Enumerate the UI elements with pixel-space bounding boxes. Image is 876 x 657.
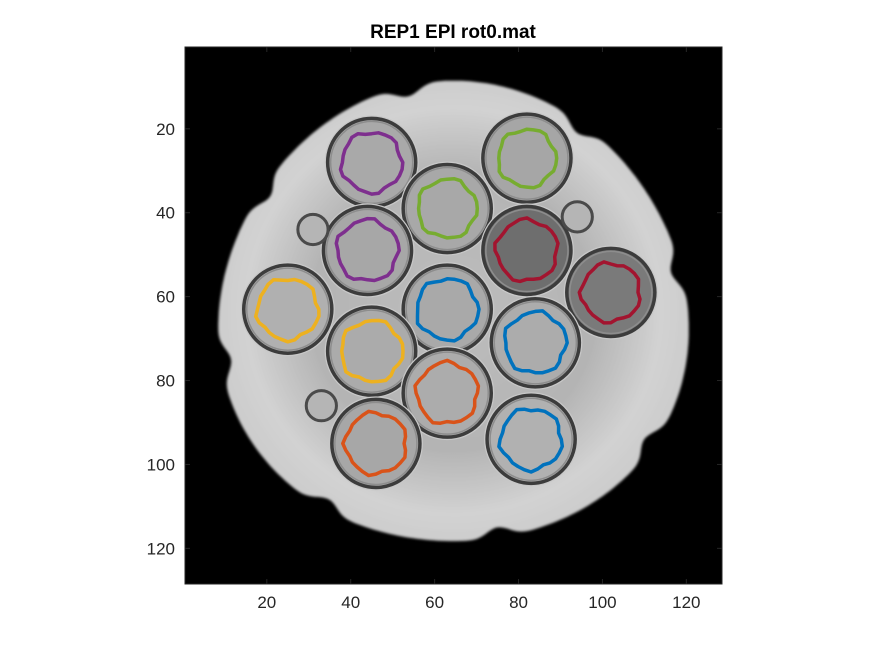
y-tick-label: 60 bbox=[156, 288, 175, 307]
figure-title: REP1 EPI rot0.mat bbox=[370, 22, 536, 43]
x-axis-ticks: 20 40 60 80 100 120 bbox=[257, 47, 701, 612]
x-tick-label: 80 bbox=[509, 593, 528, 612]
x-tick-label: 60 bbox=[425, 593, 444, 612]
roi-outline-8 bbox=[415, 277, 481, 343]
roi-outline-7 bbox=[253, 277, 321, 344]
x-tick-label: 100 bbox=[588, 593, 616, 612]
vial-inner-ring bbox=[405, 166, 490, 251]
roi-outline-6 bbox=[577, 260, 642, 325]
air-bubble bbox=[296, 212, 330, 247]
vial-inner-ring bbox=[485, 208, 569, 293]
y-axis-ticks: 20 40 60 80 100 120 bbox=[147, 120, 722, 558]
vial-inner-ring bbox=[325, 208, 410, 293]
roi-outline-10 bbox=[503, 309, 569, 375]
vial bbox=[400, 161, 495, 256]
roi-outline-1 bbox=[338, 131, 405, 196]
vial-inner-ring bbox=[334, 401, 418, 486]
y-tick-label: 120 bbox=[147, 539, 175, 558]
bubble-layer bbox=[296, 200, 594, 423]
mri-image bbox=[185, 47, 722, 584]
y-tick-label: 20 bbox=[156, 120, 175, 139]
roi-outline-11 bbox=[413, 358, 481, 425]
air-bubble bbox=[560, 200, 594, 234]
roi-outline-4 bbox=[334, 216, 401, 283]
x-tick-label: 40 bbox=[341, 593, 360, 612]
vial-inner-ring bbox=[245, 267, 330, 352]
vial-inner-ring bbox=[485, 116, 569, 200]
vial-inner-ring bbox=[569, 250, 653, 335]
x-tick-label: 20 bbox=[257, 593, 276, 612]
roi-outline-5 bbox=[493, 216, 560, 284]
roi-outline-12 bbox=[341, 409, 408, 478]
vial bbox=[479, 111, 574, 206]
roi-outline-3 bbox=[416, 176, 480, 240]
vial-inner-ring bbox=[493, 300, 578, 385]
x-tick-label: 120 bbox=[672, 593, 700, 612]
roi-outline-2 bbox=[497, 127, 559, 190]
vial-inner-ring bbox=[405, 351, 490, 435]
roi-outline-9 bbox=[339, 318, 405, 384]
y-tick-label: 100 bbox=[147, 455, 175, 474]
roi-layer bbox=[253, 127, 642, 478]
axes: 20 40 60 80 100 120 20 40 60 80 100 120 bbox=[147, 46, 723, 612]
roi-outline-13 bbox=[497, 407, 565, 474]
y-tick-label: 40 bbox=[156, 204, 175, 223]
vial-inner-ring bbox=[329, 120, 414, 205]
air-bubble bbox=[304, 389, 338, 423]
vial-inner-ring bbox=[489, 397, 573, 482]
vial-inner-ring bbox=[329, 309, 414, 393]
axes-box bbox=[184, 46, 723, 585]
y-tick-label: 80 bbox=[156, 372, 175, 391]
